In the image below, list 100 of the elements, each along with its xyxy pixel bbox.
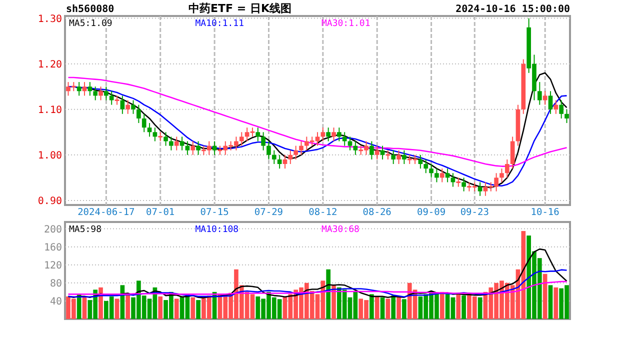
candlestick: [256, 127, 260, 142]
candlestick: [424, 158, 428, 174]
bar: [456, 294, 461, 319]
candlestick: [136, 104, 141, 124]
candlestick: [196, 140, 200, 156]
x-tick-label: 10-16: [530, 207, 560, 218]
x-tick-label: 07-01: [146, 207, 175, 218]
candlestick: [142, 113, 146, 133]
bar: [126, 294, 130, 319]
text: MA30:68: [322, 225, 360, 235]
candlestick: [131, 100, 136, 114]
candlestick: [548, 90, 553, 114]
candlestick: [559, 100, 564, 119]
candlestick: [126, 100, 130, 114]
bar: [158, 296, 163, 319]
candlestick: [152, 127, 158, 142]
x-tick-label: 09-09: [416, 207, 446, 218]
bar: [386, 298, 390, 319]
candlestick: [332, 127, 336, 142]
candlestick: [353, 140, 358, 156]
candlestick: [164, 132, 168, 146]
candlestick: [429, 164, 434, 178]
candlestick: [445, 168, 450, 183]
candlestick: [456, 177, 461, 188]
candlestick: [342, 132, 347, 146]
candlestick: [104, 86, 108, 101]
bar: [332, 285, 336, 319]
bar: [326, 269, 331, 319]
candlestick: [88, 82, 92, 96]
candlestick: [190, 140, 196, 156]
candlestick: [440, 168, 444, 183]
candlestick: [374, 145, 380, 160]
y-tick-label: 200: [44, 224, 62, 236]
candlestick: [239, 132, 244, 146]
bar: [174, 298, 179, 319]
candlestick: [500, 168, 504, 183]
candlestick: [82, 82, 87, 96]
y-tick-label: 80: [50, 278, 62, 290]
line-series: [68, 280, 568, 295]
bar: [396, 297, 401, 319]
bar: [76, 294, 82, 319]
bar: [380, 297, 385, 319]
candlestick: [185, 140, 190, 156]
candlestick: [288, 150, 293, 165]
bar: [98, 287, 103, 319]
candlestick: [261, 132, 266, 151]
line-series: [68, 269, 568, 298]
y-tick-label: 0.90: [38, 196, 62, 207]
candlestick: [212, 140, 217, 156]
candlestick: [277, 154, 282, 170]
bar: [548, 285, 553, 319]
chart-title: 中药ETF = 日K线图: [188, 2, 292, 15]
candlestick: [504, 158, 510, 178]
candlestick: [76, 82, 82, 96]
candlestick: [294, 145, 298, 160]
candlestick: [434, 168, 439, 183]
candlestick: [326, 127, 331, 142]
text: MA5:98: [69, 225, 102, 235]
candlestick: [564, 108, 569, 124]
y-tick-label: 160: [44, 242, 62, 254]
bar: [554, 287, 558, 319]
x-tick-label: 2024-06-17: [78, 207, 135, 218]
bar: [190, 297, 196, 319]
candlestick: [98, 86, 103, 101]
text: sh560080: [66, 4, 114, 15]
bar: [402, 299, 406, 319]
candlestick: [337, 127, 342, 142]
candlestick: [282, 154, 288, 170]
text: MA10:108: [195, 225, 239, 235]
candlestick: [109, 90, 114, 106]
candlestick: [180, 136, 184, 151]
candlestick: [380, 145, 385, 160]
bar: [462, 296, 466, 319]
text: MA5:1.09: [69, 19, 112, 29]
candlestick: [510, 136, 515, 170]
y-tick-label: 120: [44, 260, 62, 272]
x-tick-label: 08-12: [308, 207, 338, 218]
bar: [478, 297, 482, 319]
candlestick: [158, 132, 163, 142]
bar: [374, 296, 380, 319]
text: 2024-10-16 15:00:00: [456, 4, 570, 15]
candlestick: [478, 182, 482, 196]
text: MA10:1.11: [195, 19, 244, 29]
x-tick-label: 07-15: [200, 207, 229, 218]
candlestick: [169, 136, 174, 151]
candlestick: [147, 122, 152, 138]
candlestick: [450, 172, 456, 188]
y-tick-label: 1.20: [38, 59, 62, 70]
bar: [391, 296, 396, 319]
x-tick-label: 07-29: [254, 207, 284, 218]
line-series: [68, 248, 568, 298]
bar: [196, 300, 200, 319]
candlestick: [542, 90, 548, 106]
candlestick: [391, 150, 396, 165]
candlestick: [114, 95, 120, 106]
x-tick-label: 09-23: [460, 207, 489, 218]
bar: [114, 298, 120, 319]
candlestick: [120, 95, 125, 114]
candlestick: [348, 136, 352, 151]
candlestick: [272, 150, 276, 165]
